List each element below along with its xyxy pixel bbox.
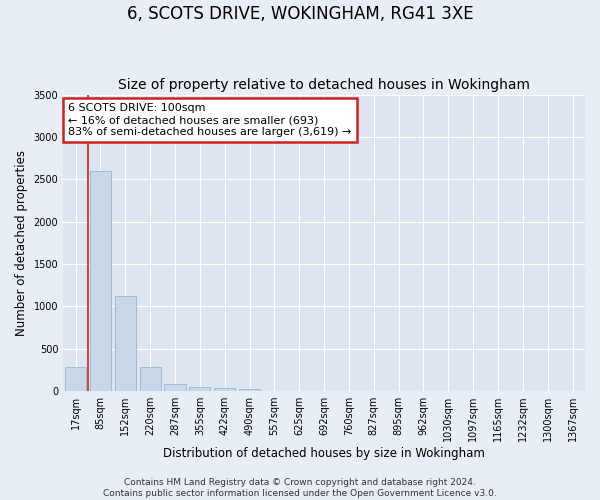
Bar xyxy=(214,388,235,391)
Bar xyxy=(90,171,111,391)
Bar xyxy=(115,296,136,391)
Bar xyxy=(65,368,86,391)
Bar xyxy=(140,367,161,391)
Bar xyxy=(164,384,185,391)
Text: 6, SCOTS DRIVE, WOKINGHAM, RG41 3XE: 6, SCOTS DRIVE, WOKINGHAM, RG41 3XE xyxy=(127,5,473,23)
Text: Contains HM Land Registry data © Crown copyright and database right 2024.
Contai: Contains HM Land Registry data © Crown c… xyxy=(103,478,497,498)
Bar xyxy=(189,387,211,391)
Title: Size of property relative to detached houses in Wokingham: Size of property relative to detached ho… xyxy=(118,78,530,92)
Text: 6 SCOTS DRIVE: 100sqm
← 16% of detached houses are smaller (693)
83% of semi-det: 6 SCOTS DRIVE: 100sqm ← 16% of detached … xyxy=(68,104,352,136)
X-axis label: Distribution of detached houses by size in Wokingham: Distribution of detached houses by size … xyxy=(163,447,485,460)
Y-axis label: Number of detached properties: Number of detached properties xyxy=(15,150,28,336)
Bar xyxy=(239,388,260,391)
